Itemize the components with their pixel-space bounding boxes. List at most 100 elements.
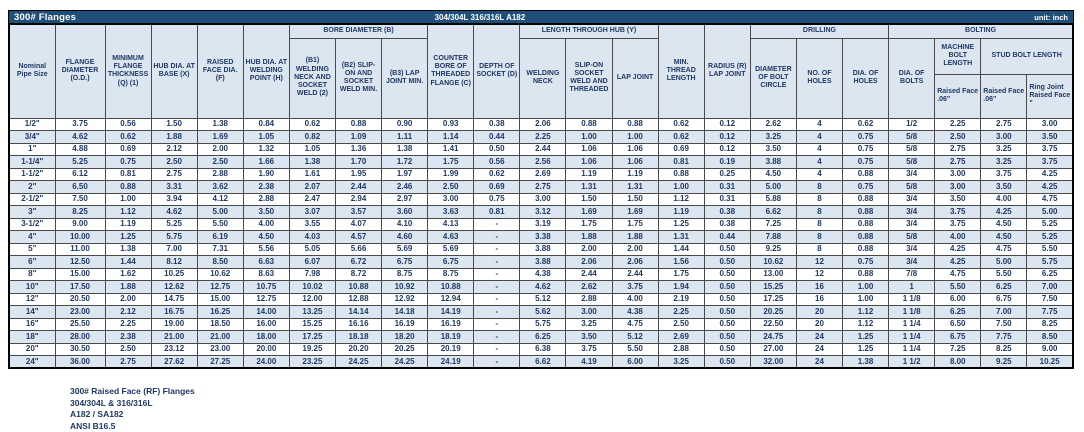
value-cell: 0.62 xyxy=(474,168,520,181)
value-cell: 2.88 xyxy=(658,343,704,356)
pipe-size-cell: 2-1/2" xyxy=(9,193,55,206)
value-cell: 10.62 xyxy=(197,268,243,281)
value-cell: 0.50 xyxy=(704,281,750,294)
value-cell: 2.88 xyxy=(243,193,289,206)
footer-note-line: 304/304L & 316/316L xyxy=(70,398,195,410)
value-cell: - xyxy=(474,331,520,344)
value-cell: 0.84 xyxy=(243,118,289,131)
pipe-size-cell: 1-1/4" xyxy=(9,156,55,169)
value-cell: 18.20 xyxy=(382,331,428,344)
value-cell: 6.75 xyxy=(981,293,1027,306)
pipe-size-cell: 1/2" xyxy=(9,118,55,131)
value-cell: 1.06 xyxy=(612,156,658,169)
value-cell: 0.81 xyxy=(474,206,520,219)
value-cell: 7.50 xyxy=(55,193,105,206)
value-cell: 1.69 xyxy=(612,206,658,219)
col-header-lap-joint: LAP JOINT xyxy=(612,38,658,118)
value-cell: 21.00 xyxy=(151,331,197,344)
value-cell: 2.06 xyxy=(520,118,566,131)
value-cell: 2.50 xyxy=(935,131,981,144)
value-cell: 0.88 xyxy=(566,118,612,131)
value-cell: 3/4 xyxy=(889,168,935,181)
value-cell: 0.93 xyxy=(428,118,474,131)
value-cell: 27.25 xyxy=(197,356,243,369)
value-cell: 6.62 xyxy=(750,206,796,219)
value-cell: 3.88 xyxy=(520,243,566,256)
value-cell: 5.00 xyxy=(750,181,796,194)
value-cell: 1.25 xyxy=(105,231,151,244)
value-cell: 1.36 xyxy=(335,143,381,156)
value-cell: 2.69 xyxy=(658,331,704,344)
value-cell: 4.12 xyxy=(197,193,243,206)
value-cell: 2.25 xyxy=(520,131,566,144)
value-cell: 1.75 xyxy=(612,218,658,231)
col-header-depth-socket: DEPTH OF SOCKET (D) xyxy=(474,24,520,118)
value-cell: 0.31 xyxy=(704,181,750,194)
col-header-hub-dia-base: HUB DIA. AT BASE (X) xyxy=(151,24,197,118)
value-cell: 3.75 xyxy=(55,118,105,131)
value-cell: 8.25 xyxy=(1027,318,1073,331)
value-cell: 3.00 xyxy=(566,306,612,319)
value-cell: 1.12 xyxy=(658,193,704,206)
value-cell: 0.62 xyxy=(105,131,151,144)
value-cell: 3.75 xyxy=(935,206,981,219)
pipe-size-cell: 3/4" xyxy=(9,131,55,144)
value-cell: 4.25 xyxy=(1027,181,1073,194)
value-cell: 1.66 xyxy=(243,156,289,169)
value-cell: 1.70 xyxy=(335,156,381,169)
col-header-b2: (B2) SLIP-ON AND SOCKET WELD MIN. xyxy=(335,38,381,118)
value-cell: 3.57 xyxy=(335,206,381,219)
value-cell: 8.75 xyxy=(382,268,428,281)
value-cell: 0.88 xyxy=(612,118,658,131)
value-cell: 10.75 xyxy=(243,281,289,294)
value-cell: 6.12 xyxy=(55,168,105,181)
value-cell: 0.38 xyxy=(474,118,520,131)
value-cell: 4.62 xyxy=(520,281,566,294)
value-cell: 1.00 xyxy=(658,181,704,194)
value-cell: 3.55 xyxy=(289,218,335,231)
col-header-hub-dia-welding: HUB DIA. AT WELDING POINT (H) xyxy=(243,24,289,118)
value-cell: 1 1/4 xyxy=(889,318,935,331)
value-cell: 2.44 xyxy=(566,268,612,281)
value-cell: 5.66 xyxy=(335,243,381,256)
value-cell: 1 1/4 xyxy=(889,343,935,356)
value-cell: 1.88 xyxy=(151,131,197,144)
value-cell: 19.00 xyxy=(151,318,197,331)
value-cell: 0.75 xyxy=(843,156,889,169)
value-cell: 7.98 xyxy=(289,268,335,281)
value-cell: 2.50 xyxy=(658,318,704,331)
value-cell: 4.75 xyxy=(981,243,1027,256)
value-cell: 1.69 xyxy=(197,131,243,144)
pipe-size-cell: 6" xyxy=(9,256,55,269)
value-cell: 8.50 xyxy=(1027,331,1073,344)
col-header-machine-raised-face: Raised Face .06" xyxy=(935,74,981,118)
value-cell: 0.50 xyxy=(704,331,750,344)
value-cell: 9.25 xyxy=(750,243,796,256)
value-cell: 18.50 xyxy=(197,318,243,331)
value-cell: 4.50 xyxy=(243,231,289,244)
value-cell: 0.88 xyxy=(843,243,889,256)
value-cell: 0.69 xyxy=(105,143,151,156)
value-cell: 4.50 xyxy=(981,218,1027,231)
value-cell: 3.75 xyxy=(566,343,612,356)
value-cell: 1.38 xyxy=(289,156,335,169)
value-cell: 12 xyxy=(796,268,842,281)
value-cell: 0.88 xyxy=(335,118,381,131)
value-cell: 14.00 xyxy=(243,306,289,319)
value-cell: 2.75 xyxy=(151,168,197,181)
value-cell: 4.38 xyxy=(612,306,658,319)
value-cell: 7.88 xyxy=(750,231,796,244)
value-cell: 3.25 xyxy=(566,318,612,331)
value-cell: 15.00 xyxy=(197,293,243,306)
value-cell: 10.02 xyxy=(289,281,335,294)
col-header-no-holes: NO. OF HOLES xyxy=(796,38,842,118)
value-cell: 1 1/4 xyxy=(889,331,935,344)
col-header-radius-lap: RADIUS (R) LAP JOINT xyxy=(704,24,750,118)
value-cell: 8.75 xyxy=(428,268,474,281)
value-cell: 0.12 xyxy=(704,118,750,131)
group-header-length-hub: LENGTH THROUGH HUB (Y) xyxy=(520,24,658,38)
